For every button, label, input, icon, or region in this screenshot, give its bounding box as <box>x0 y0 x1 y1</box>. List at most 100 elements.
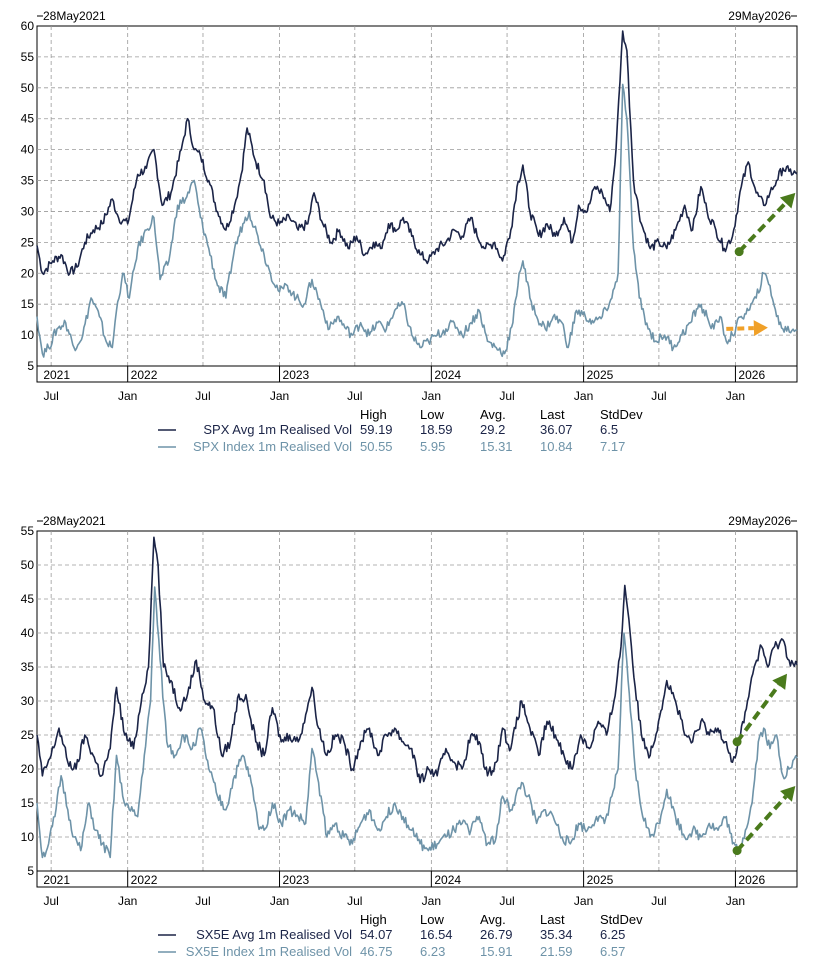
stats-value: 21.59 <box>540 944 573 959</box>
stats-value: 36.07 <box>540 422 573 437</box>
y-tick-label: 40 <box>21 626 35 640</box>
range-start-label: 28May2021 <box>43 514 106 528</box>
y-tick-label: 55 <box>21 524 35 538</box>
stats-header: StdDev <box>600 407 643 422</box>
x-tick-label: Jan <box>574 894 593 908</box>
y-tick-label: 55 <box>21 50 35 64</box>
series-line-1 <box>36 536 798 784</box>
legend-series-name: SX5E Avg 1m Realised Vol <box>196 927 352 942</box>
x-tick-label: Jan <box>726 894 745 908</box>
annotation-arrowhead-2 <box>753 320 768 337</box>
y-tick-label: 5 <box>27 359 34 373</box>
y-tick-label: 50 <box>21 81 35 95</box>
y-tick-label: 20 <box>21 266 35 280</box>
annotation-arrowhead-2 <box>780 786 796 802</box>
y-tick-label: 45 <box>21 592 35 606</box>
stats-header: High <box>360 912 387 927</box>
stats-value: 54.07 <box>360 927 393 942</box>
y-tick-label: 60 <box>21 19 35 33</box>
range-end-label: 29May2026 <box>728 9 791 23</box>
stats-value: 59.19 <box>360 422 393 437</box>
stats-value: 18.59 <box>420 422 453 437</box>
stats-value: 15.91 <box>480 944 513 959</box>
stats-header: Last <box>540 407 565 422</box>
stats-value: 10.84 <box>540 439 573 454</box>
series-line-1 <box>36 30 798 276</box>
x-tick-label: Jul <box>499 389 514 403</box>
stats-header: Avg. <box>480 407 506 422</box>
year-label: 2023 <box>283 368 310 382</box>
y-tick-label: 25 <box>21 235 35 249</box>
legend-series-name: SPX Avg 1m Realised Vol <box>203 422 352 437</box>
annotation-arrowhead-1 <box>779 192 796 209</box>
stats-value: 6.57 <box>600 944 625 959</box>
stats-header: Low <box>420 912 444 927</box>
year-band <box>36 365 798 383</box>
stats-header: Low <box>420 407 444 422</box>
stats-value: 26.79 <box>480 927 513 942</box>
stats-value: 29.2 <box>480 422 505 437</box>
year-label: 2023 <box>283 873 310 887</box>
y-tick-label: 10 <box>21 830 35 844</box>
year-label: 2025 <box>587 368 614 382</box>
x-tick-label: Jan <box>118 894 137 908</box>
y-tick-label: 30 <box>21 694 35 708</box>
range-start-label: 28May2021 <box>43 9 106 23</box>
x-tick-label: Jan <box>574 389 593 403</box>
year-label: 2024 <box>434 368 461 382</box>
annotation-start-dot-1 <box>734 247 744 257</box>
x-tick-label: Jul <box>651 389 666 403</box>
plot-area <box>36 25 798 367</box>
x-tick-label: Jan <box>270 389 289 403</box>
y-tick-label: 20 <box>21 762 35 776</box>
stats-header: High <box>360 407 387 422</box>
annotation-arrow-1 <box>735 683 781 743</box>
stats-header: Last <box>540 912 565 927</box>
x-tick-label: Jul <box>651 894 666 908</box>
stats-value: 6.25 <box>600 927 625 942</box>
annotation-arrow-2 <box>735 795 788 852</box>
annotation-arrowhead-1 <box>772 673 788 690</box>
y-tick-label: 15 <box>21 297 35 311</box>
y-tick-label: 15 <box>21 796 35 810</box>
annotation-arrow-1 <box>737 201 788 254</box>
chart-panel-1: 28May2021 29May20265101520253035404550556… <box>21 9 798 454</box>
stats-value: 35.34 <box>540 927 573 942</box>
x-tick-label: Jan <box>270 894 289 908</box>
stats-value: 50.55 <box>360 439 393 454</box>
chart-panel-2: 28May2021 29May20265101520253035404550552… <box>21 514 798 959</box>
x-tick-label: Jul <box>43 894 58 908</box>
year-label: 2021 <box>43 873 70 887</box>
x-tick-label: Jul <box>347 894 362 908</box>
x-tick-label: Jan <box>726 389 745 403</box>
year-label: 2024 <box>434 873 461 887</box>
stats-header: StdDev <box>600 912 643 927</box>
stats-value: 16.54 <box>420 927 453 942</box>
legend-series-name: SPX Index 1m Realised Vol <box>193 439 352 454</box>
x-tick-label: Jul <box>195 894 210 908</box>
x-tick-label: Jul <box>347 389 362 403</box>
stats-value: 7.17 <box>600 439 625 454</box>
y-tick-label: 45 <box>21 112 35 126</box>
annotation-start-dot-2 <box>732 846 742 856</box>
annotation-start-dot-1 <box>732 737 742 747</box>
x-tick-label: Jul <box>499 894 514 908</box>
stats-value: 5.95 <box>420 439 445 454</box>
series-line-2 <box>36 586 798 859</box>
stats-value: 46.75 <box>360 944 393 959</box>
y-tick-label: 50 <box>21 558 35 572</box>
stats-value: 6.5 <box>600 422 618 437</box>
year-label: 2022 <box>131 873 158 887</box>
year-band <box>36 870 798 888</box>
y-tick-label: 40 <box>21 143 35 157</box>
y-tick-label: 30 <box>21 204 35 218</box>
range-end-label: 29May2026 <box>728 514 791 528</box>
year-label: 2025 <box>587 873 614 887</box>
legend-series-name: SX5E Index 1m Realised Vol <box>186 944 352 959</box>
stats-header: Avg. <box>480 912 506 927</box>
year-label: 2022 <box>131 368 158 382</box>
stats-value: 15.31 <box>480 439 513 454</box>
series-line-2 <box>36 83 798 358</box>
x-tick-label: Jul <box>195 389 210 403</box>
